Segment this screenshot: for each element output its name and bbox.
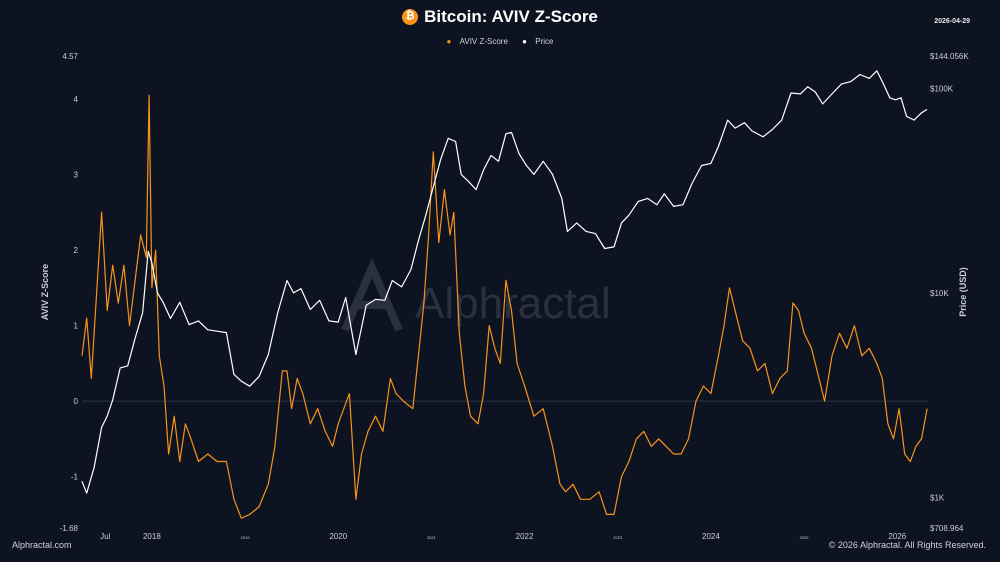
y-right-tick-label: $1K	[930, 493, 945, 502]
y-left-axis-title: AVIV Z-Score	[40, 264, 50, 320]
chart-title: ₿ Bitcoin: AVIV Z-Score	[402, 7, 598, 27]
watermark-logo-icon	[341, 257, 403, 332]
price-line	[81, 70, 928, 494]
legend-aviv-label: AVIV Z-Score	[459, 37, 508, 46]
x-tick-label: 2022	[516, 532, 534, 541]
legend-price-label: Price	[535, 37, 554, 46]
chart-title-container: ₿ Bitcoin: AVIV Z-Score	[0, 6, 1000, 27]
legend-price-marker-icon: ●	[522, 37, 527, 46]
y-left-tick-label: 0	[74, 397, 79, 406]
legend-aviv[interactable]: ● AVIV Z-Score	[444, 37, 511, 46]
y-right-tick-label: $708.964	[930, 524, 964, 533]
chart-legend: ● AVIV Z-Score ● Price	[0, 37, 1000, 46]
y-left-tick-label: 2	[74, 246, 79, 255]
y-right-axis-title: Price (USD)	[958, 267, 968, 317]
x-tick-label: Jul	[100, 532, 110, 541]
y-left-tick-label: 3	[74, 171, 79, 180]
y-right-tick-label: $100K	[930, 84, 954, 93]
legend-aviv-marker-icon: ●	[446, 37, 452, 46]
chart-date: 2026-04-29	[934, 18, 970, 25]
y-right-tick-label: $10K	[930, 289, 949, 298]
x-tick-label: 2023	[613, 535, 623, 540]
x-tick-label: 2020	[329, 532, 347, 541]
x-tick-label: 2021	[427, 535, 437, 540]
y-left-tick-label: -1	[71, 473, 79, 482]
x-tick-label: 2026	[888, 532, 906, 541]
y-left-tick-label: 1	[74, 322, 79, 331]
bitcoin-icon: ₿	[402, 8, 419, 25]
y-left-tick-label: 4	[74, 95, 79, 104]
x-tick-label: 2025	[800, 535, 810, 540]
chart-title-text: Bitcoin: AVIV Z-Score	[424, 6, 598, 26]
x-tick-label: 2024	[702, 532, 720, 541]
y-left-tick-label: -1.68	[60, 524, 79, 533]
legend-price[interactable]: ● Price	[519, 37, 556, 46]
y-right-tick-label: $144.056K	[930, 52, 969, 61]
x-tick-label: 2018	[143, 532, 161, 541]
y-left-tick-label: 4.57	[62, 52, 78, 61]
footer-copyright: © 2026 Alphractal. All Rights Reserved.	[828, 540, 986, 550]
footer-source[interactable]: Alphractal.com	[12, 540, 72, 550]
aviv-zscore-line	[81, 94, 928, 519]
x-tick-label: 2019	[241, 535, 251, 540]
